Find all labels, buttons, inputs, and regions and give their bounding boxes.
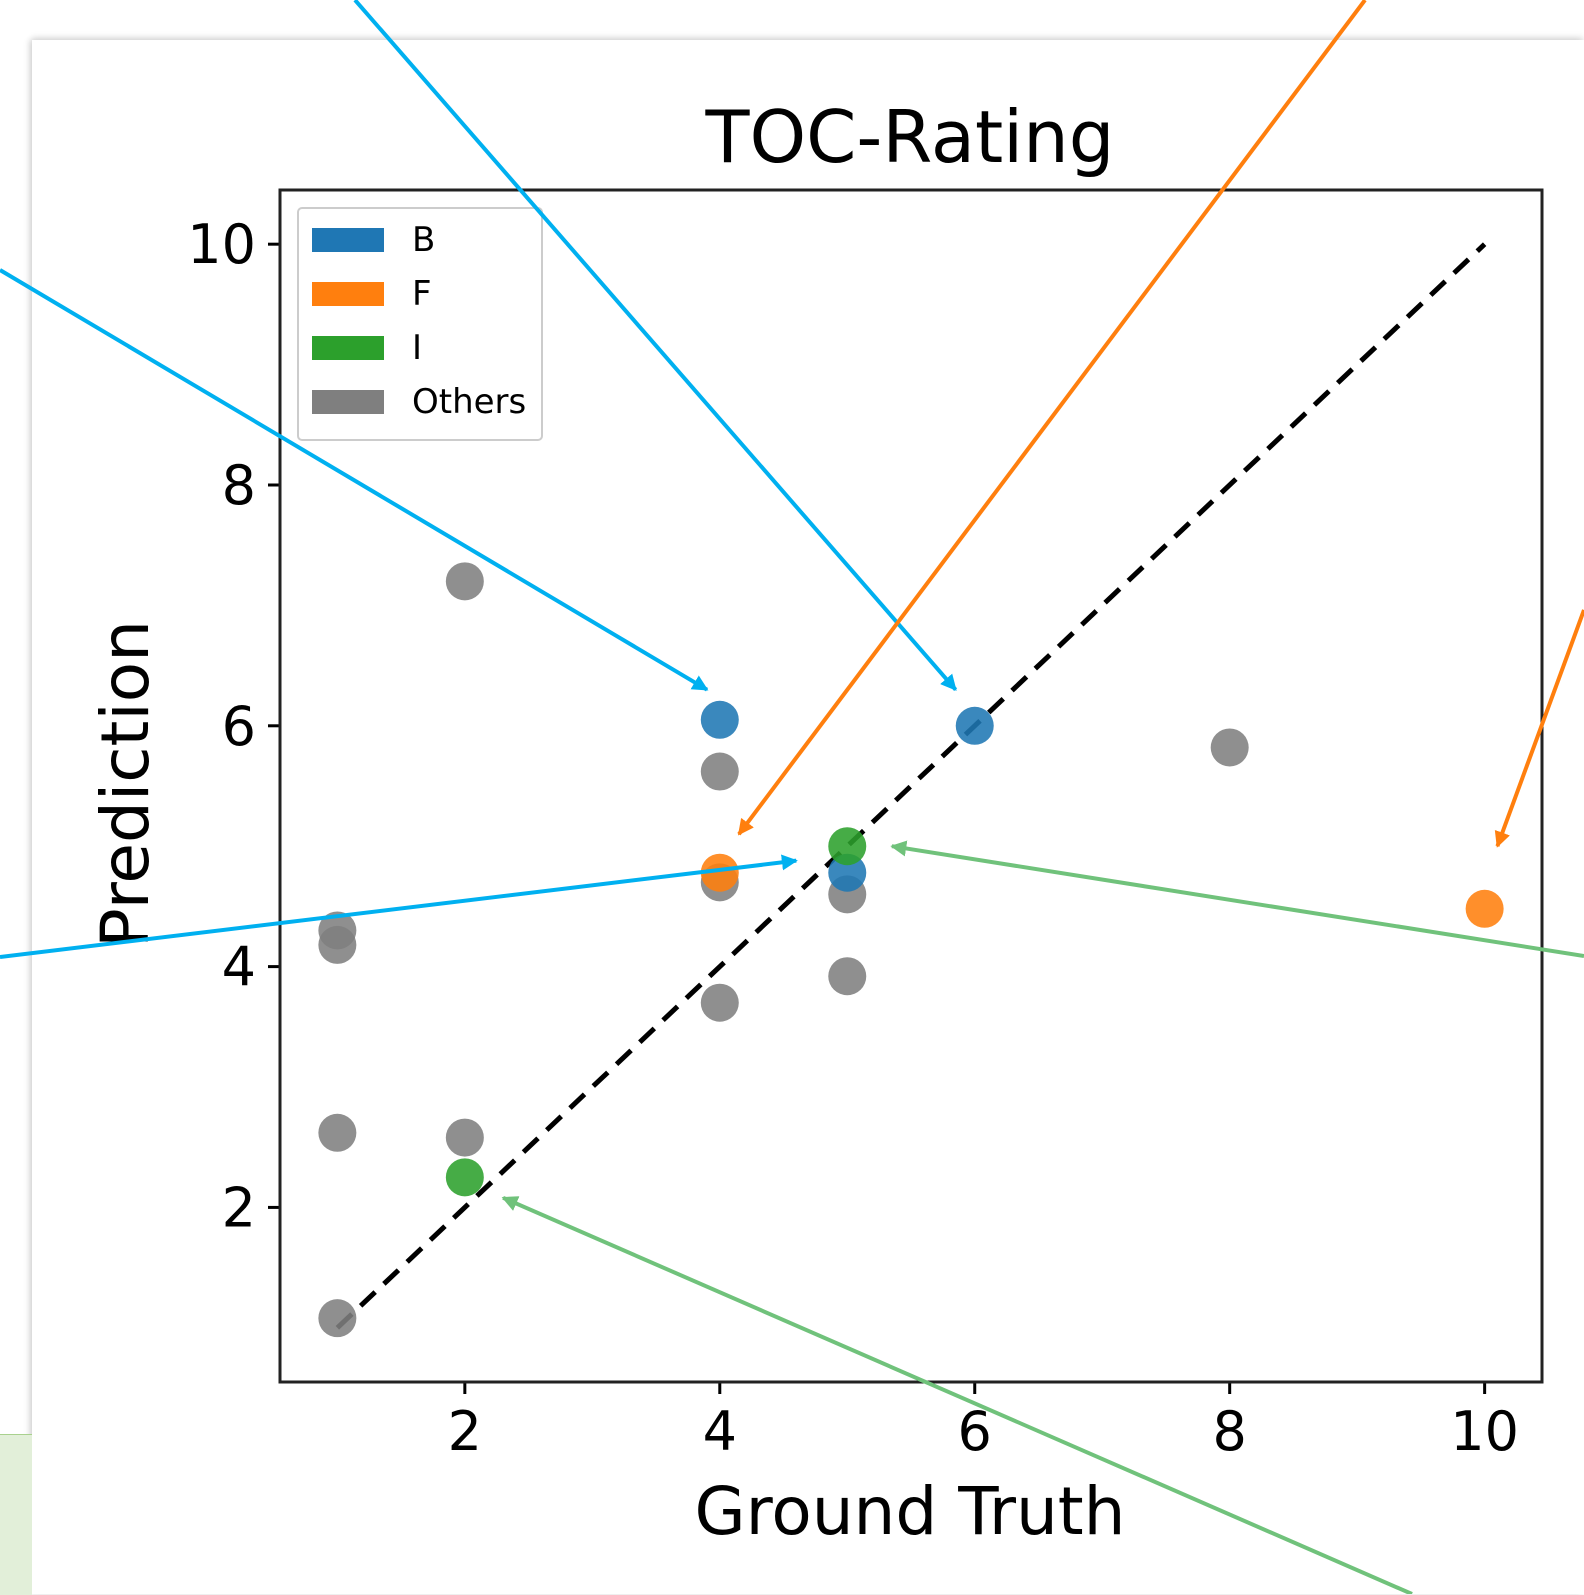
- annotation-arrow: [890, 840, 1584, 958]
- point-others: [700, 983, 739, 1022]
- point-others: [700, 752, 739, 791]
- point-others: [318, 1299, 357, 1338]
- annotation-arrow: [0, 854, 798, 959]
- legend-swatch: [312, 336, 384, 360]
- point-others: [1210, 728, 1249, 767]
- point-b: [700, 700, 739, 739]
- y-tick-label: 4: [222, 936, 256, 999]
- legend-swatch: [312, 282, 384, 306]
- legend: BFI Others: [297, 207, 543, 441]
- chart-title: TOC-Rating: [704, 95, 1114, 179]
- point-i: [445, 1158, 484, 1197]
- point-f: [700, 853, 739, 892]
- legend-label: Others: [412, 382, 526, 422]
- x-tick-label: 10: [1450, 1400, 1519, 1463]
- y-tick-label: 2: [222, 1176, 256, 1239]
- y-tick-label: 10: [187, 213, 256, 276]
- reference-line: [335, 242, 1487, 1330]
- plot-frame: [278, 188, 1544, 1384]
- figure-panel: [32, 40, 1584, 1594]
- side-box: [0, 1434, 32, 1595]
- point-others: [318, 1113, 357, 1152]
- x-tick-label: 4: [703, 1400, 737, 1463]
- point-b: [828, 853, 867, 892]
- x-tick-label: 2: [448, 1400, 482, 1463]
- annotation-arrow: [1494, 609, 1584, 848]
- y-tick-label: 8: [222, 454, 256, 517]
- point-b: [955, 706, 994, 745]
- annotation-arrow: [501, 1195, 1413, 1594]
- legend-label: B: [412, 220, 435, 260]
- point-others: [445, 562, 484, 601]
- annotation-arrow: [0, 268, 709, 692]
- point-i: [828, 827, 867, 866]
- x-axis-label: Ground Truth: [694, 1473, 1125, 1550]
- annotation-arrow: [353, 0, 958, 691]
- x-tick-label: 8: [1213, 1400, 1247, 1463]
- point-others: [445, 1118, 484, 1157]
- legend-swatch: [312, 390, 384, 414]
- point-f: [1465, 889, 1504, 928]
- point-others: [828, 957, 867, 996]
- annotation-arrow: [737, 0, 1367, 836]
- point-others: [318, 925, 357, 964]
- y-tick-label: 6: [222, 695, 256, 758]
- legend-box: [297, 207, 543, 441]
- legend-label: F: [412, 274, 432, 314]
- y-axis-label: Prediction: [87, 620, 164, 948]
- legend-label: I: [412, 328, 422, 368]
- legend-swatch: [312, 228, 384, 252]
